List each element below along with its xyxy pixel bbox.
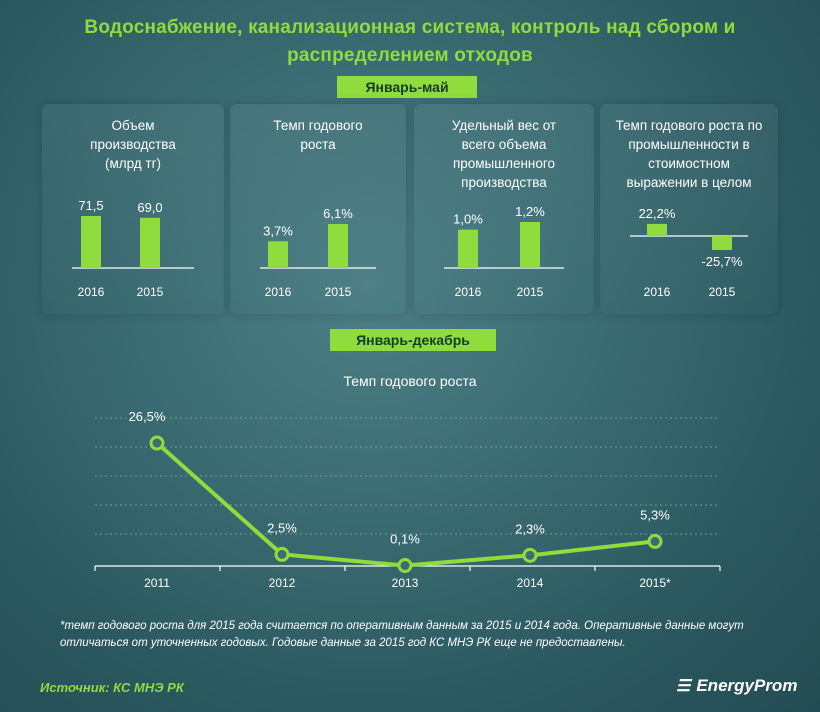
mini-bar-chart: 3,7% 2016 6,1% 2015 — [260, 206, 376, 299]
panel-title: Объем производства (млрд тг) — [90, 118, 176, 171]
bar — [647, 223, 667, 236]
data-label: 1,2% — [515, 204, 545, 219]
section-label-jan-may: Январь-май — [337, 76, 477, 98]
tick-label: 2016 — [455, 285, 482, 299]
tick-label: 2011 — [144, 576, 170, 590]
line-chart-title: Темп годового роста — [343, 373, 477, 389]
footnote: *темп годового роста для 2015 года счита… — [60, 620, 744, 649]
tick-label: 2016 — [265, 285, 292, 299]
data-label: 26,5% — [129, 409, 166, 424]
tick-label: 2015* — [639, 576, 671, 590]
tick-label: 2015 — [517, 285, 544, 299]
bar — [268, 241, 288, 268]
tick-label: 2013 — [392, 576, 419, 590]
data-label: 5,3% — [640, 507, 670, 522]
tick-label: 2015 — [325, 285, 352, 299]
panel-industry-growth: Темп годового роста по промышленности в … — [600, 104, 778, 314]
data-point — [149, 435, 165, 451]
panel-title: Темп годового роста по промышленности в … — [615, 118, 763, 190]
panel-share-of-industry: Удельный вес от всего объема промышленно… — [414, 104, 594, 314]
data-label: 3,7% — [263, 223, 293, 238]
panel-title: Удельный вес от всего объема промышленно… — [451, 118, 557, 190]
data-point — [274, 546, 290, 562]
tick-label: 2016 — [644, 285, 671, 299]
data-point — [647, 533, 663, 549]
data-label: 69,0 — [137, 200, 162, 215]
data-label: 2,5% — [267, 520, 297, 535]
panel-title: Темп годового роста — [273, 118, 363, 152]
data-label: 1,0% — [453, 212, 483, 227]
logo-mark-icon: ☰ — [676, 678, 691, 695]
data-label: 2,3% — [515, 521, 545, 536]
data-label: 71,5 — [78, 198, 103, 213]
tick-label: 2015 — [709, 285, 736, 299]
bar — [458, 229, 478, 268]
bar — [81, 216, 101, 268]
bar — [712, 236, 732, 250]
tick-label: 2014 — [517, 576, 544, 590]
data-point — [397, 558, 413, 574]
mini-bar-chart: 22,2% 2016 -25,7% 2015 — [630, 206, 748, 299]
section-label-jan-dec: Январь-декабрь — [330, 329, 496, 351]
tick-label: 2012 — [269, 576, 296, 590]
bar — [520, 222, 540, 268]
series-line — [155, 441, 656, 568]
line-chart: 26,5% 2011 2,5% 2012 0,1% 2013 2,3% 2014 5,3% 201… — [94, 409, 721, 590]
mini-bar-chart: 1,0% 2016 1,2% 2015 — [444, 204, 564, 299]
tick-label: 2016 — [78, 285, 105, 299]
logo-text: EnergyProm — [696, 676, 798, 695]
data-label: 0,1% — [390, 532, 420, 547]
page-title: Водоснабжение, канализационная система, … — [84, 17, 736, 66]
data-point — [522, 547, 538, 563]
source-label: Источник: КС МНЭ РК — [40, 680, 184, 695]
mini-bar-chart: 71,5 2016 69,0 2015 — [72, 198, 194, 299]
bar — [140, 217, 160, 268]
data-label: -25,7% — [701, 254, 743, 269]
data-label: 6,1% — [323, 206, 353, 221]
bar — [328, 224, 348, 268]
panel-annual-growth: Темп годового роста 3,7% 2016 6,1% 2015 — [230, 104, 406, 314]
tick-label: 2015 — [137, 285, 164, 299]
data-label: 22,2% — [639, 206, 676, 221]
energyprom-logo: ☰ EnergyProm — [676, 676, 797, 696]
panel-production-volume: Объем производства (млрд тг) 71,5 2016 69,… — [42, 104, 224, 314]
